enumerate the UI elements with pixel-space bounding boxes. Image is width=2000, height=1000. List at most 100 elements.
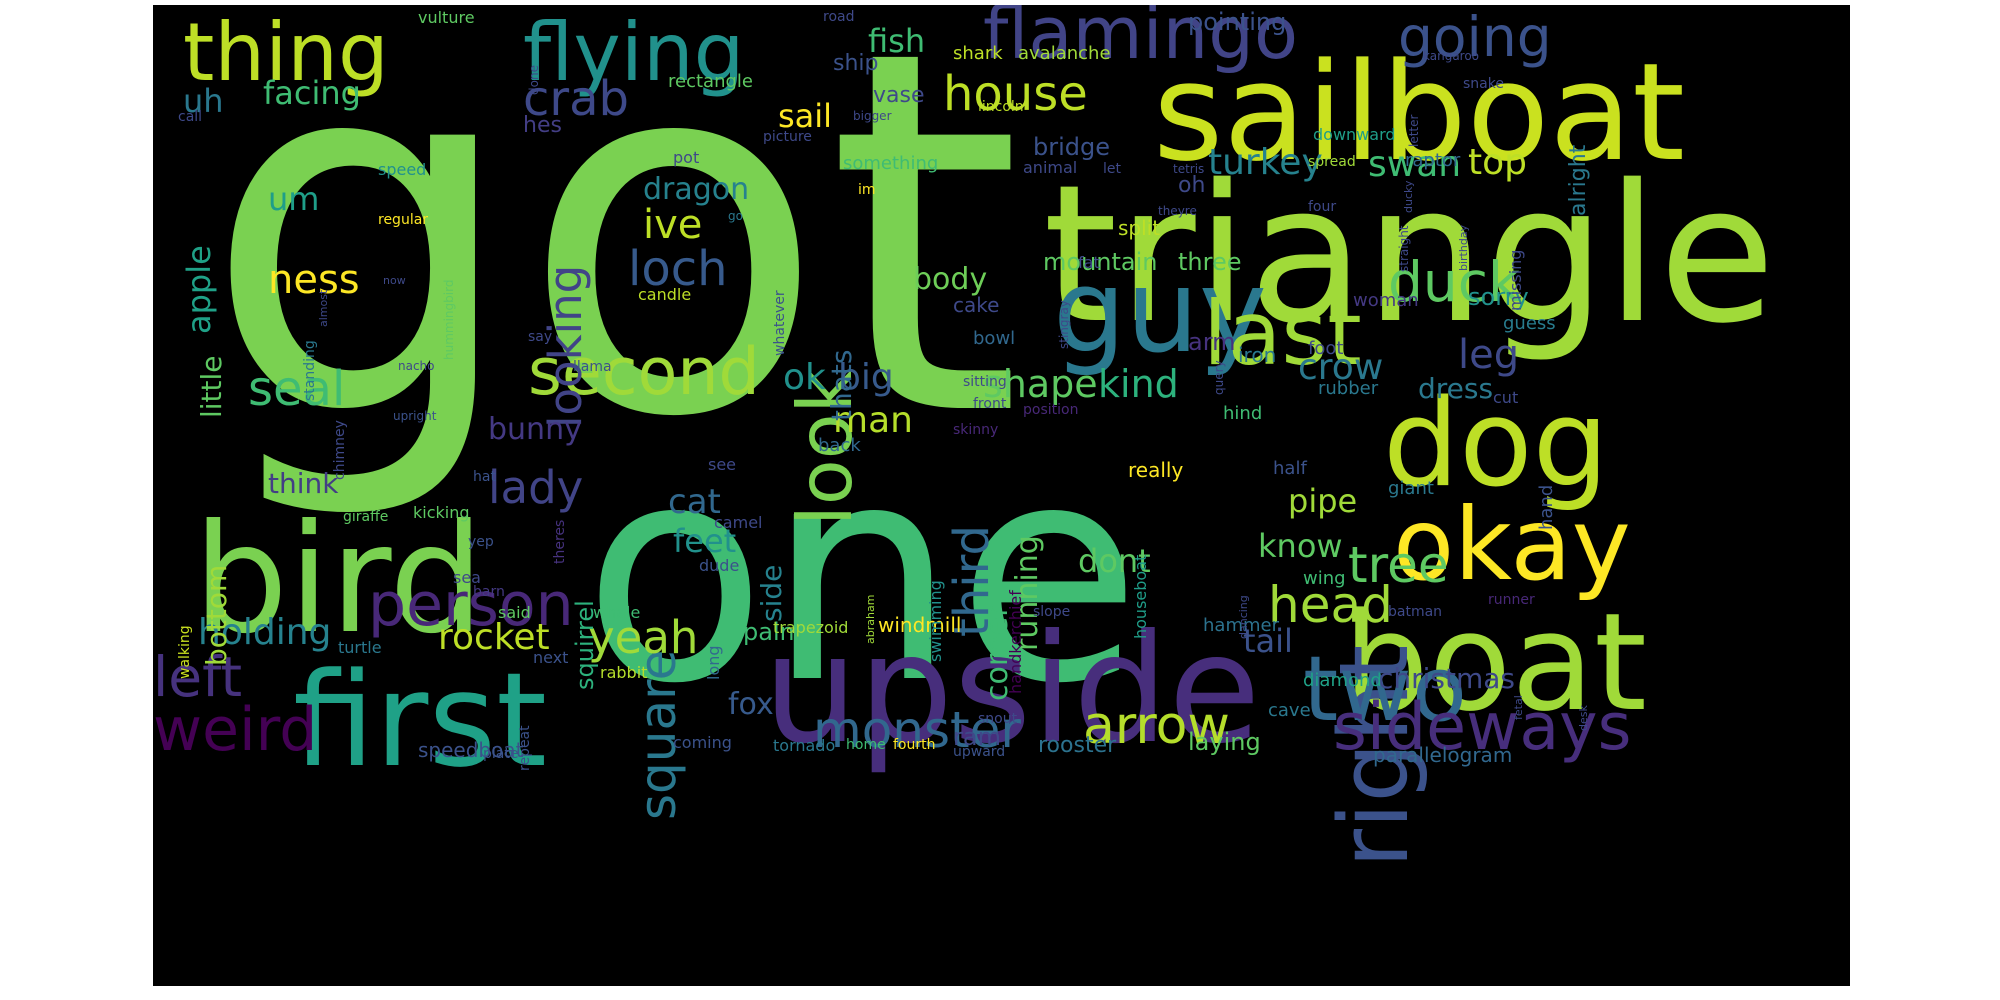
- word-hind: hind: [1223, 403, 1263, 424]
- word-man: man: [833, 400, 913, 441]
- word-dog: dog: [1383, 375, 1609, 514]
- word-snake: snake: [1463, 76, 1504, 92]
- word-turkey: turkey: [1208, 142, 1323, 183]
- word-bowl: bowl: [973, 328, 1016, 349]
- word-barn: barn: [473, 584, 505, 600]
- word-sorry: sorry: [1468, 283, 1529, 311]
- word-looking: looking: [539, 264, 592, 428]
- word-pointing: pointing: [1188, 8, 1287, 36]
- word-cut: cut: [1493, 388, 1519, 407]
- word-dress: dress: [1418, 372, 1494, 405]
- word-tail: tail: [1243, 622, 1293, 660]
- word-llama: llama: [573, 359, 612, 375]
- word-giant: giant: [1388, 478, 1434, 499]
- word-going: going: [1398, 5, 1552, 69]
- word-swimming: swimming: [926, 580, 945, 662]
- word-walking: walking: [177, 625, 193, 679]
- word-woman: woman: [1353, 290, 1419, 311]
- word-ducky: ducky: [1402, 180, 1415, 214]
- word-crow: crow: [1298, 347, 1384, 388]
- word-crab: crab: [523, 71, 630, 127]
- word-back: back: [818, 435, 861, 456]
- word-whatever: whatever: [772, 290, 788, 356]
- word-hes: hes: [523, 113, 562, 138]
- word-cave: cave: [1268, 700, 1311, 721]
- word-candle: candle: [638, 285, 692, 304]
- word-avalanche: avalanche: [1018, 43, 1111, 64]
- word-guy: guy: [1053, 245, 1267, 379]
- word-standing: standing: [302, 340, 318, 401]
- word-fox: fox: [728, 687, 774, 722]
- word-rooster: rooster: [1038, 733, 1117, 758]
- word-speed: speed: [378, 160, 427, 179]
- word-tornado: tornado: [773, 736, 836, 755]
- word-diamond: diamond: [1303, 670, 1382, 691]
- word-position: position: [1023, 402, 1079, 418]
- word-know: know: [1258, 527, 1343, 565]
- word-upward: upward: [953, 744, 1006, 760]
- word-done: done: [527, 65, 541, 95]
- word-hummingbird: hummingbird: [442, 279, 456, 360]
- word-rubber: rubber: [1318, 378, 1379, 399]
- word-bridge: bridge: [1033, 133, 1111, 161]
- word-uh: uh: [183, 82, 224, 120]
- word-facing: facing: [263, 74, 361, 112]
- word-big: big: [838, 357, 894, 398]
- word-really: really: [1128, 458, 1184, 482]
- word-kangaroo: kangaroo: [1423, 49, 1480, 63]
- word-sea: sea: [453, 568, 481, 587]
- word-regular: regular: [378, 212, 429, 228]
- word-tetris: tetris: [1173, 162, 1205, 176]
- word-alright: alright: [1566, 144, 1591, 216]
- word-leg: leg: [1458, 332, 1520, 378]
- word-seal: seal: [248, 361, 346, 417]
- word-oh: oh: [1178, 173, 1206, 198]
- word-triangle: triangle: [1043, 144, 1776, 365]
- word-home: home: [846, 737, 886, 753]
- word-yeah: yeah: [588, 611, 699, 664]
- word-upside: upside: [763, 603, 1261, 777]
- word-christmas: christmas: [1378, 662, 1516, 695]
- word-one: one: [583, 400, 1142, 749]
- word-loch: loch: [628, 241, 728, 297]
- word-camel: camel: [714, 513, 763, 532]
- word-holding: holding: [198, 612, 332, 653]
- word-front: front: [973, 396, 1007, 412]
- word-pipe: pipe: [1288, 482, 1358, 520]
- word-see: see: [708, 455, 737, 474]
- word-whale: whale: [593, 603, 641, 622]
- word-wing: wing: [1303, 568, 1346, 589]
- word-ok: ok: [783, 357, 826, 398]
- word-second: second: [528, 335, 760, 410]
- word-turtle: turtle: [338, 638, 382, 657]
- word-okay: okay: [1393, 486, 1631, 603]
- word-missing: missing: [1506, 249, 1525, 311]
- word-im: im: [858, 182, 876, 198]
- word-feet: feet: [673, 522, 737, 560]
- word-weird: weird: [153, 695, 318, 765]
- word-straight: straight: [1397, 225, 1411, 272]
- word-snout: snout: [978, 711, 1018, 727]
- word-letter: letter: [1407, 114, 1421, 147]
- word-apple: apple: [180, 245, 218, 334]
- word-kind: kind: [1098, 362, 1179, 406]
- word-half: half: [1273, 458, 1307, 479]
- word-top: top: [1468, 142, 1527, 183]
- word-next: next: [533, 648, 569, 667]
- word-something: something: [843, 153, 939, 174]
- word-palm: palm: [743, 618, 803, 646]
- word-swan: swan: [1368, 144, 1462, 185]
- word-windmill: windmill: [878, 613, 962, 637]
- word-mountain: mountain: [1043, 248, 1158, 276]
- word-handkerchief: handkerchief: [1006, 590, 1025, 694]
- word-boat: boat: [1343, 584, 1647, 741]
- word-downward: downward: [1313, 125, 1396, 144]
- word-side: side: [755, 564, 788, 622]
- word-two: two: [1303, 637, 1467, 742]
- word-person: person: [368, 570, 574, 640]
- word-pot: pot: [673, 148, 700, 167]
- word-slope: slope: [1033, 604, 1071, 620]
- word-vase: vase: [873, 83, 925, 108]
- word-ive: ive: [643, 202, 703, 248]
- word-duck: duck: [1388, 250, 1520, 314]
